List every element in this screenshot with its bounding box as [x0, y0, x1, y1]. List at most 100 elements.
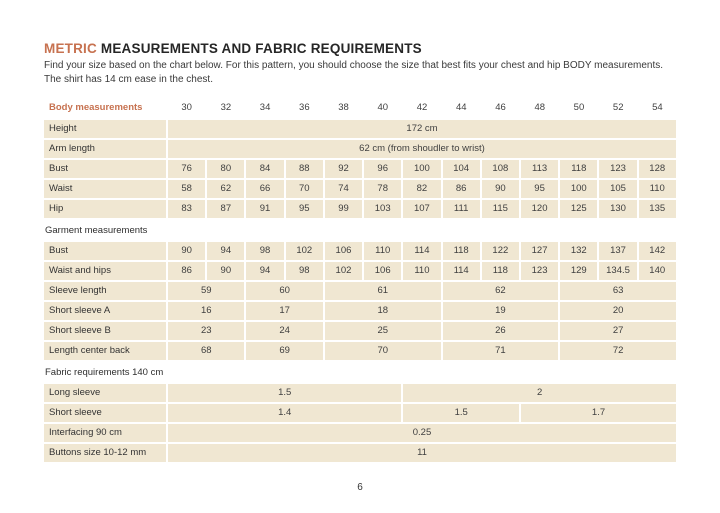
row-label: Waist and hips	[44, 262, 166, 280]
data-cell: 82	[403, 180, 441, 198]
table-row: Height 172 cm	[44, 120, 676, 138]
data-cell: 26	[442, 322, 559, 340]
row-label: Waist	[44, 180, 166, 198]
page-content: METRIC MEASUREMENTS AND FABRIC REQUIREME…	[44, 0, 676, 464]
data-cell: 110	[364, 242, 402, 260]
data-cell: 63	[560, 282, 676, 300]
row-cells: 0.25	[168, 424, 676, 442]
data-cell: 68	[168, 342, 245, 360]
data-cell: 105	[599, 180, 637, 198]
data-cell: 18	[324, 302, 441, 320]
size-col-header: 52	[612, 102, 624, 113]
data-cell: 137	[599, 242, 637, 260]
data-cell: 60	[246, 282, 323, 300]
data-cell: 16	[168, 302, 245, 320]
row-cells: 1.5 2	[168, 384, 676, 402]
data-cell: 90	[481, 180, 519, 198]
size-col-header: 30	[181, 102, 192, 113]
row-cells: 1.4 1.5 1.7	[168, 404, 676, 422]
data-cell: 70	[324, 342, 441, 360]
data-cell: 1.5	[168, 384, 402, 402]
data-cell: 98	[246, 242, 284, 260]
data-cell: 118	[560, 160, 598, 178]
size-col-header: 42	[416, 102, 428, 113]
size-col-header: 36	[299, 102, 310, 113]
size-col-header: 50	[573, 102, 585, 113]
data-cell: 132	[560, 242, 598, 260]
data-cell: 111	[442, 200, 480, 218]
data-cell: 95	[285, 200, 323, 218]
page-number: 6	[357, 482, 363, 493]
data-cell: 108	[481, 160, 519, 178]
row-label: Hip	[44, 200, 166, 218]
row-cells: 86 90 94 98 102 106 110 114 118 123 129 134.5 140	[168, 262, 676, 280]
row-label: Interfacing 90 cm	[44, 424, 166, 442]
table-row: Short sleeve B 23 24 25 26 27	[44, 322, 676, 340]
row-label: Short sleeve B	[44, 322, 166, 340]
data-cell: 95	[520, 180, 559, 198]
data-cell: 118	[481, 262, 519, 280]
table-row: Bust 76 80 84 88 92 96 100 104 108 113 118 123 128	[44, 160, 676, 178]
data-cell: 20	[560, 302, 676, 320]
section-heading-fabric-requirements: Fabric requirements 140 cm	[45, 367, 164, 378]
size-table: Body measurements 30 32 34 36 38 40 42 44 46 48 50…	[44, 99, 676, 462]
data-cell: 17	[246, 302, 323, 320]
data-cell: 142	[638, 242, 676, 260]
row-cells: 16 17 18 19 20	[168, 302, 676, 320]
data-cell: 78	[364, 180, 402, 198]
data-cell: 83	[168, 200, 206, 218]
data-cell: 84	[246, 160, 284, 178]
data-cell: 1.5	[403, 404, 520, 422]
data-cell: 100	[403, 160, 441, 178]
data-cell: 66	[246, 180, 284, 198]
data-cell: 106	[364, 262, 402, 280]
table-row: Buttons size 10-12 mm 11	[44, 444, 676, 462]
data-cell: 62	[442, 282, 559, 300]
row-label: Long sleeve	[44, 384, 166, 402]
data-cell: 62	[207, 180, 245, 198]
row-label: Short sleeve A	[44, 302, 166, 320]
size-header-row: Body measurements 30 32 34 36 38 40 42 44 46 48 50…	[44, 99, 676, 116]
data-cell: 98	[285, 262, 323, 280]
row-label: Bust	[44, 242, 166, 260]
table-sections: Height 172 cm Arm length 62 cm (from shoudl…	[44, 120, 676, 462]
data-cell: 127	[520, 242, 559, 260]
page-title: METRIC MEASUREMENTS AND FABRIC REQUIREME…	[44, 41, 676, 56]
data-cell: 125	[560, 200, 598, 218]
size-col-header: 40	[377, 102, 389, 113]
data-cell: 27	[560, 322, 676, 340]
data-cell: 129	[560, 262, 598, 280]
table-row: Long sleeve 1.5 2	[44, 384, 676, 402]
data-cell: 110	[638, 180, 676, 198]
data-cell: 58	[168, 180, 206, 198]
data-cell: 90	[168, 242, 206, 260]
row-cells: 172 cm	[168, 120, 676, 138]
table-row: Bust 90 94 98 102 106 110 114 118 122 127 132 137 142	[44, 242, 676, 260]
table-row: Short sleeve A 16 17 18 19 20	[44, 302, 676, 320]
row-cells: 90 94 98 102 106 110 114 118 122 127 132 137 142	[168, 242, 676, 260]
data-cell: 102	[285, 242, 323, 260]
data-cell: 23	[168, 322, 245, 340]
data-cell: 123	[599, 160, 637, 178]
data-cell: 100	[560, 180, 598, 198]
data-cell: 62 cm (from shoudler to wrist)	[168, 140, 676, 158]
row-cells: 83 87 91 95 99 103 107 111 115 120 125 130 135	[168, 200, 676, 218]
row-label: Buttons size 10-12 mm	[44, 444, 166, 462]
data-cell: 94	[246, 262, 284, 280]
size-col-header: 32	[220, 102, 232, 113]
size-col-header: 34	[259, 102, 271, 113]
data-cell: 96	[364, 160, 402, 178]
table-row: Sleeve length 59 60 61 62 63	[44, 282, 676, 300]
title-accent: METRIC	[44, 41, 97, 56]
data-cell: 140	[638, 262, 676, 280]
size-col-header: 54	[652, 102, 663, 113]
data-cell: 122	[481, 242, 519, 260]
data-cell: 90	[207, 262, 245, 280]
row-cells: 62 cm (from shoudler to wrist)	[168, 140, 676, 158]
data-cell: 86	[168, 262, 206, 280]
data-cell: 74	[324, 180, 363, 198]
data-cell: 114	[442, 262, 480, 280]
data-cell: 104	[442, 160, 480, 178]
data-cell: 69	[246, 342, 323, 360]
